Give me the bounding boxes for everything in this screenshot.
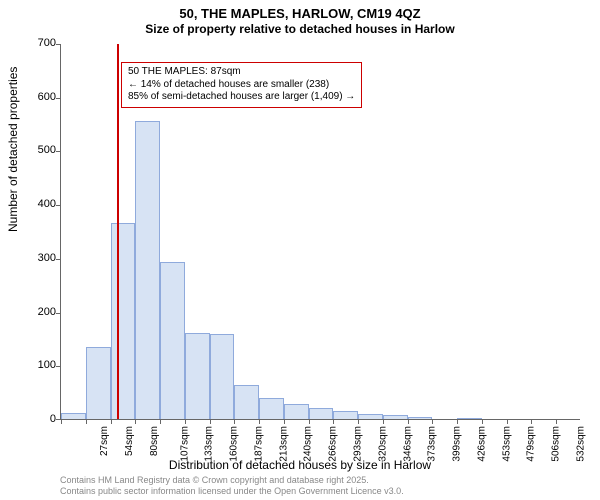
x-tick-label: 399sqm [452, 426, 463, 462]
y-tick-label: 200 [16, 306, 56, 318]
x-tick-label: 240sqm [303, 426, 314, 462]
x-tick-label: 346sqm [402, 426, 413, 462]
x-tick [210, 419, 211, 424]
x-tick-label: 80sqm [149, 426, 160, 456]
x-tick-label: 133sqm [204, 426, 215, 462]
x-tick-label: 107sqm [179, 426, 190, 462]
y-tick-label: 300 [16, 252, 56, 264]
y-tick [56, 313, 61, 314]
histogram-bar [259, 398, 284, 419]
x-tick [309, 419, 310, 424]
x-tick-label: 506sqm [551, 426, 562, 462]
property-marker-line [117, 44, 119, 419]
x-tick [507, 419, 508, 424]
histogram-bar [284, 404, 309, 419]
x-tick [234, 419, 235, 424]
y-tick-label: 500 [16, 144, 56, 156]
x-tick-label: 187sqm [254, 426, 265, 462]
x-tick [408, 419, 409, 424]
x-tick [333, 419, 334, 424]
credits-line: Contains HM Land Registry data © Crown c… [60, 475, 404, 486]
y-tick-label: 600 [16, 91, 56, 103]
x-tick [86, 419, 87, 424]
chart-title: 50, THE MAPLES, HARLOW, CM19 4QZ [0, 6, 600, 21]
x-tick-label: 213sqm [278, 426, 289, 462]
y-tick [56, 98, 61, 99]
chart-container: 50, THE MAPLES, HARLOW, CM19 4QZ Size of… [0, 0, 600, 500]
histogram-bar [61, 413, 86, 419]
annotation-box: 50 THE MAPLES: 87sqm← 14% of detached ho… [121, 62, 362, 108]
histogram-bar [383, 415, 408, 419]
y-tick [56, 205, 61, 206]
x-tick [531, 419, 532, 424]
y-tick [56, 259, 61, 260]
histogram-bar [234, 385, 259, 419]
x-tick-label: 27sqm [99, 426, 110, 456]
x-tick [160, 419, 161, 424]
x-tick [185, 419, 186, 424]
title-block: 50, THE MAPLES, HARLOW, CM19 4QZ Size of… [0, 0, 600, 36]
x-tick-label: 426sqm [476, 426, 487, 462]
chart-subtitle: Size of property relative to detached ho… [0, 22, 600, 36]
histogram-bar [111, 223, 136, 419]
x-tick-label: 293sqm [353, 426, 364, 462]
histogram-bar [358, 414, 383, 419]
y-tick [56, 44, 61, 45]
x-tick-label: 453sqm [501, 426, 512, 462]
y-tick-label: 0 [16, 413, 56, 425]
histogram-bar [309, 408, 334, 419]
x-tick-label: 160sqm [229, 426, 240, 462]
histogram-bar [86, 347, 111, 420]
credits-block: Contains HM Land Registry data © Crown c… [60, 475, 404, 497]
x-tick [61, 419, 62, 424]
x-tick-label: 532sqm [575, 426, 586, 462]
y-tick-label: 700 [16, 37, 56, 49]
annotation-line: 50 THE MAPLES: 87sqm [128, 66, 355, 79]
x-tick [457, 419, 458, 424]
y-tick-label: 400 [16, 198, 56, 210]
annotation-line: 85% of semi-detached houses are larger (… [128, 91, 355, 104]
x-tick [432, 419, 433, 424]
y-tick [56, 366, 61, 367]
histogram-bar [185, 333, 210, 419]
x-axis-label: Distribution of detached houses by size … [0, 458, 600, 472]
x-tick [482, 419, 483, 424]
plot-area: 50 THE MAPLES: 87sqm← 14% of detached ho… [60, 44, 580, 420]
annotation-line: ← 14% of detached houses are smaller (23… [128, 79, 355, 92]
histogram-bar [333, 411, 358, 419]
x-tick-label: 266sqm [328, 426, 339, 462]
credits-line: Contains public sector information licen… [60, 486, 404, 497]
histogram-bar [408, 417, 433, 419]
x-tick-label: 320sqm [377, 426, 388, 462]
x-tick-label: 373sqm [427, 426, 438, 462]
x-tick-label: 479sqm [526, 426, 537, 462]
x-tick-label: 54sqm [124, 426, 135, 456]
histogram-bar [160, 262, 185, 419]
x-tick [284, 419, 285, 424]
histogram-bar [135, 121, 160, 419]
x-tick [556, 419, 557, 424]
x-tick [358, 419, 359, 424]
y-tick-label: 100 [16, 359, 56, 371]
histogram-bar [457, 418, 482, 419]
x-tick [135, 419, 136, 424]
x-tick [259, 419, 260, 424]
histogram-bar [210, 334, 235, 419]
x-tick [111, 419, 112, 424]
y-tick [56, 151, 61, 152]
x-tick [383, 419, 384, 424]
